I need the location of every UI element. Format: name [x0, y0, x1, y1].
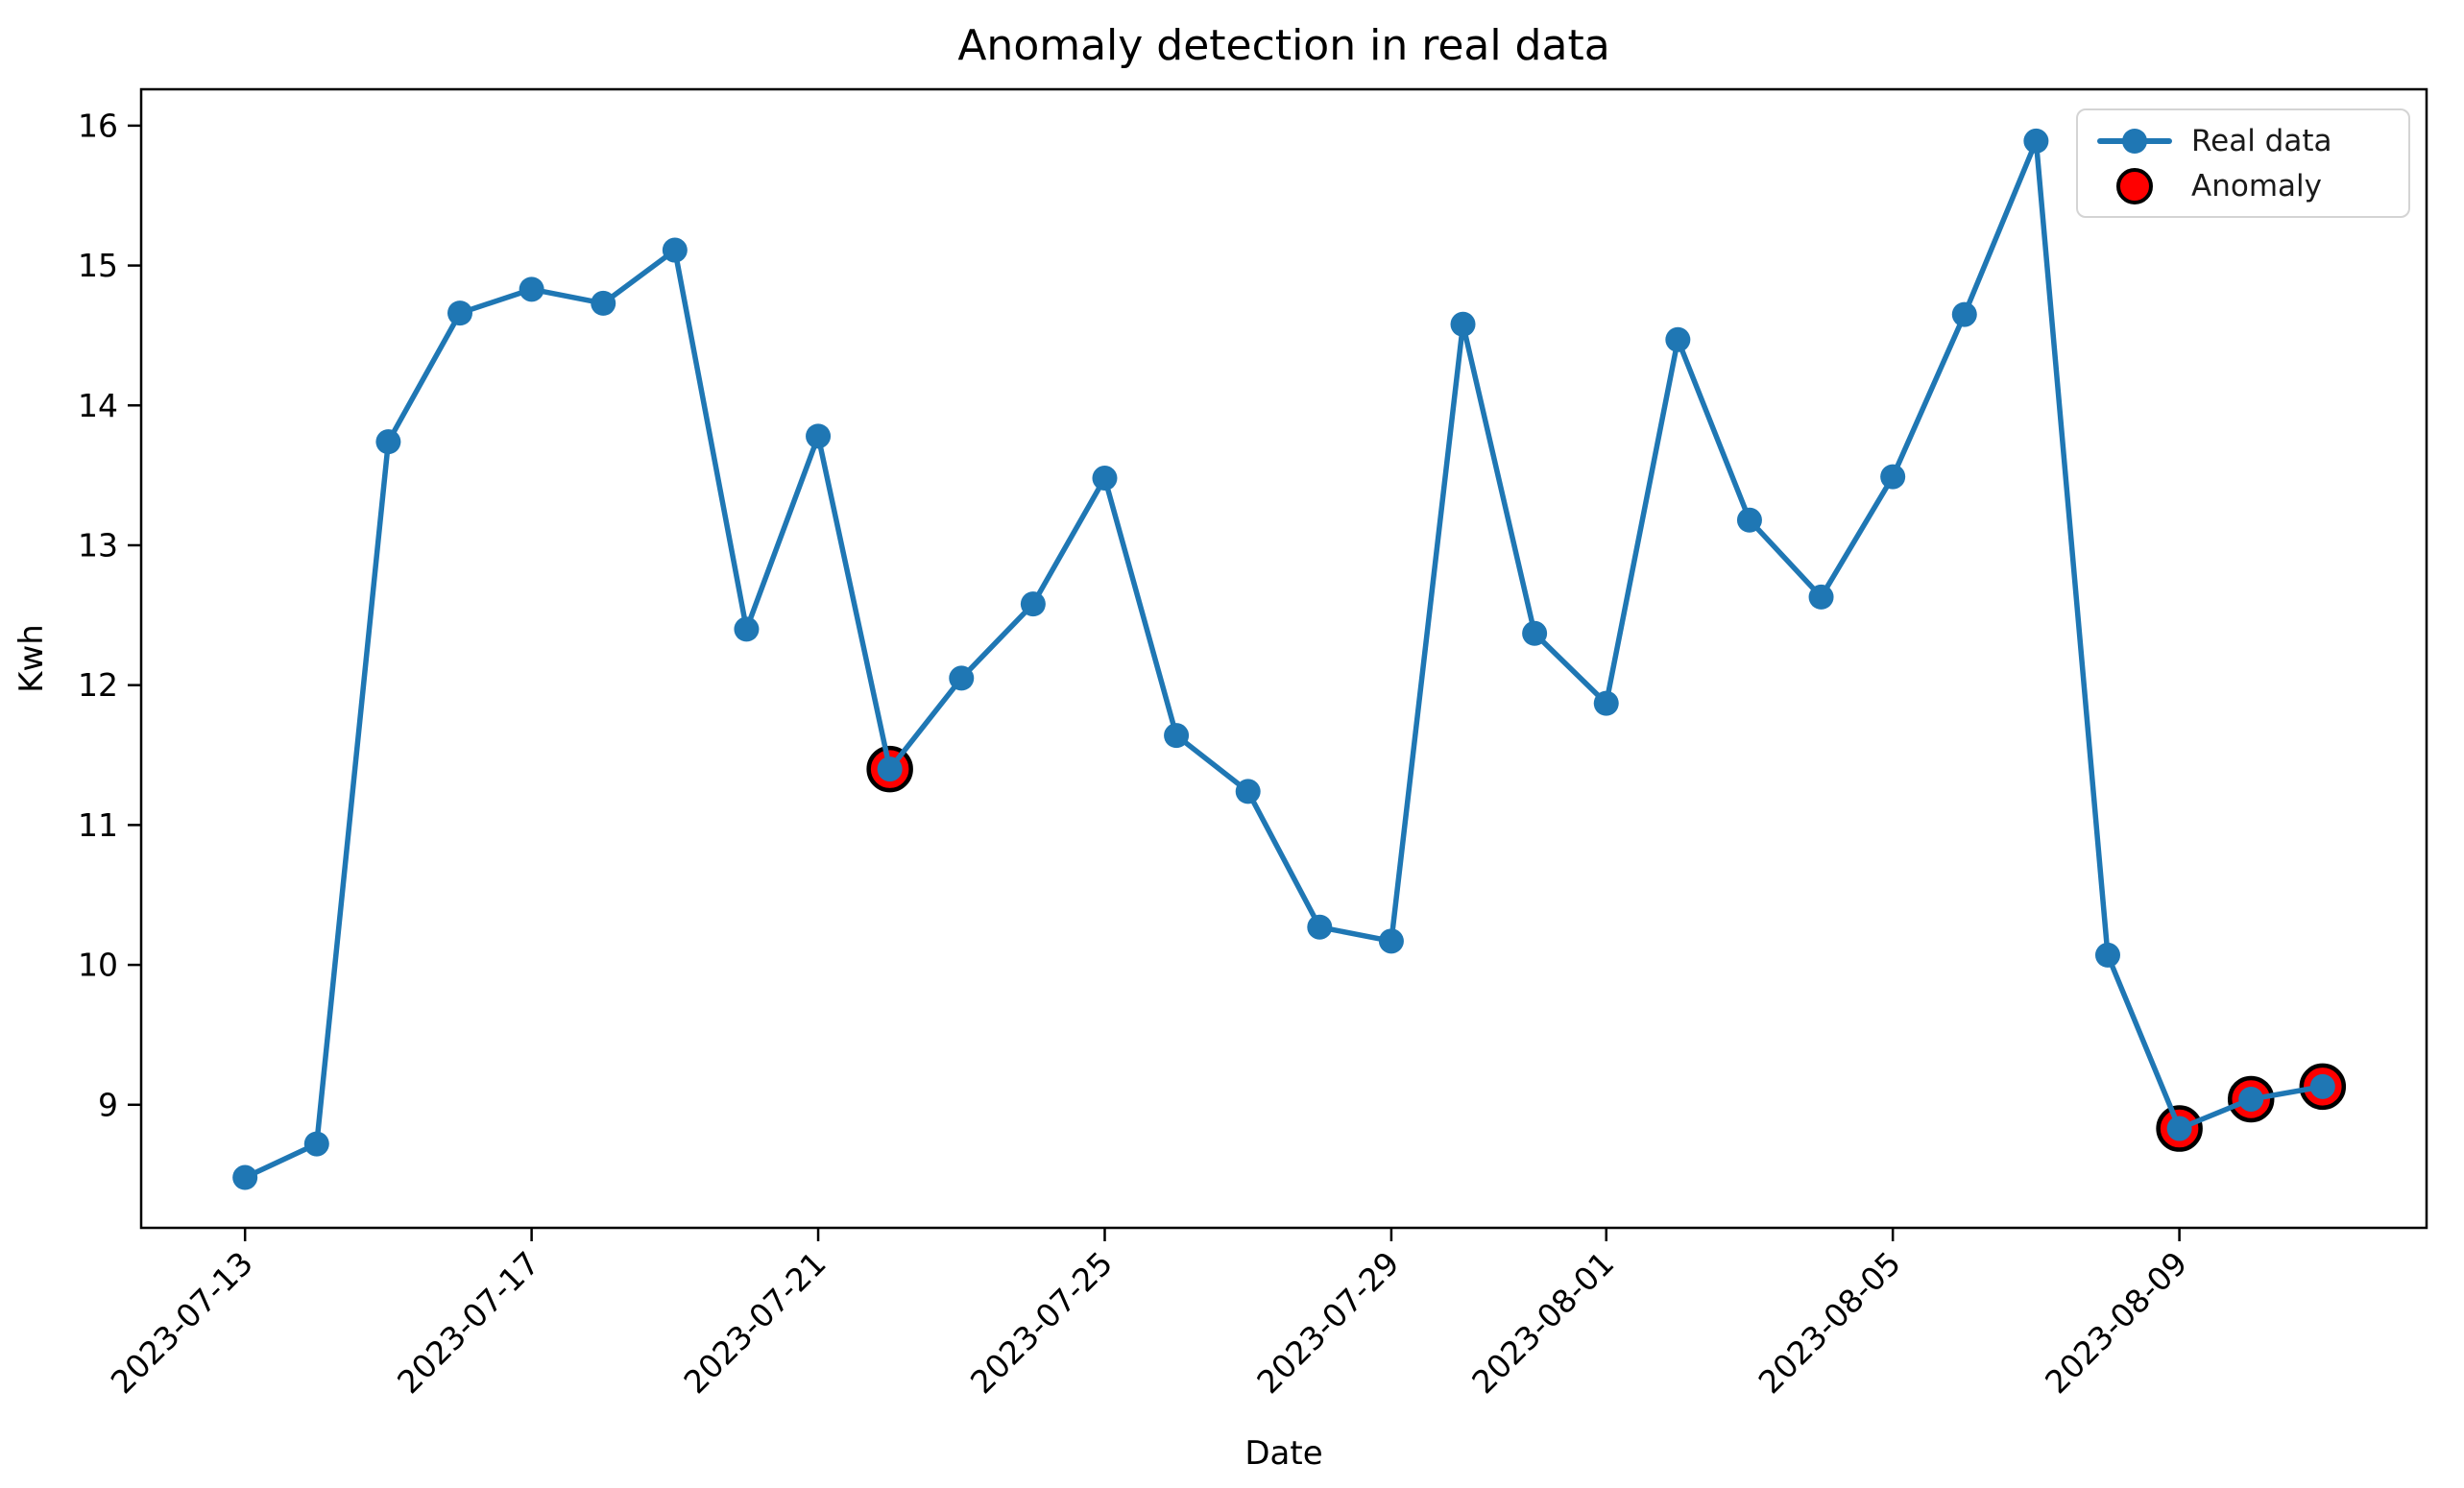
y-axis-tick-label: 12	[78, 666, 118, 704]
data-point-marker	[1880, 464, 1906, 490]
data-point-marker	[1522, 620, 1548, 646]
data-point-marker	[2094, 942, 2120, 968]
data-point-marker	[806, 423, 832, 449]
data-point-marker	[2238, 1086, 2264, 1112]
data-point-marker	[1951, 301, 1977, 327]
data-point-marker	[1593, 690, 1619, 716]
legend-item-real-data: Real data	[2078, 119, 2408, 163]
data-point-marker	[662, 237, 688, 263]
chart-title: Anomaly detection in real data	[957, 21, 1610, 70]
data-point-marker	[1020, 591, 1046, 617]
data-point-marker	[1235, 779, 1261, 804]
y-axis-tick-label: 13	[78, 526, 118, 564]
y-axis-label: Kwh	[12, 624, 51, 693]
x-axis-tick-label: 2023-07-17	[390, 1244, 546, 1401]
x-axis-tick-label: 2023-07-21	[677, 1244, 833, 1401]
data-point-marker	[1808, 584, 1834, 610]
data-point-marker	[1164, 723, 1190, 749]
legend: Real data Anomaly	[2076, 108, 2410, 218]
x-axis-tick-label: 2023-07-25	[963, 1244, 1120, 1401]
axes-spines	[139, 87, 2428, 1230]
data-point-marker	[1736, 507, 1762, 533]
legend-label: Real data	[2191, 123, 2332, 158]
anomaly-circle-icon	[2078, 167, 2191, 204]
data-point-marker	[232, 1164, 258, 1190]
x-axis-tick-label: 2023-07-13	[104, 1244, 260, 1401]
legend-label: Anomaly	[2191, 168, 2322, 204]
legend-item-anomaly: Anomaly	[2078, 164, 2408, 208]
data-point-marker	[2309, 1073, 2335, 1099]
data-point-marker	[519, 276, 544, 302]
x-axis-tick-label: 2023-08-05	[1751, 1244, 1908, 1401]
data-point-marker	[591, 290, 616, 316]
data-point-marker	[1665, 326, 1691, 352]
y-axis-tick-label: 10	[78, 947, 118, 984]
data-point-marker	[2023, 128, 2049, 154]
data-point-marker	[734, 616, 760, 642]
x-axis-tick-label: 2023-08-01	[1464, 1244, 1621, 1401]
y-axis-tick-label: 11	[78, 806, 118, 844]
data-point-marker	[303, 1131, 329, 1157]
y-axis-tick-label: 15	[78, 247, 118, 284]
data-point-marker	[1092, 466, 1118, 492]
data-point-marker	[877, 756, 903, 782]
data-point-marker	[1378, 928, 1404, 954]
y-axis-tick-label: 16	[78, 107, 118, 144]
y-axis-tick-label: 9	[98, 1086, 118, 1123]
real-data-line-marker-icon	[2078, 128, 2191, 154]
legend-dot-swatch	[2122, 128, 2147, 154]
x-axis-label: Date	[1244, 1434, 1323, 1473]
y-axis-tick-label: 14	[78, 387, 118, 424]
data-point-marker	[1307, 914, 1333, 940]
x-axis-tick-label: 2023-07-29	[1249, 1244, 1406, 1401]
legend-anomaly-swatch	[2116, 167, 2153, 204]
data-point-marker	[1450, 311, 1476, 337]
data-point-marker	[447, 300, 473, 326]
data-point-marker	[949, 665, 975, 691]
data-point-marker	[2166, 1116, 2192, 1141]
data-point-marker	[375, 429, 401, 455]
x-axis-tick-label: 2023-08-09	[2038, 1244, 2194, 1401]
